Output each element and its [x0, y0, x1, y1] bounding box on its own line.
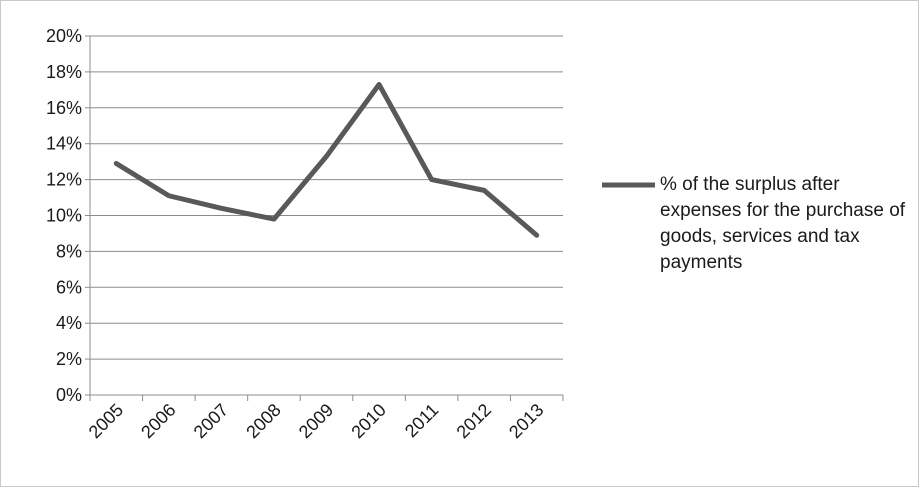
- x-tick-labels: 2005 2006 2007 2008 2009 2010 2011 2012 2013: [85, 400, 548, 442]
- y-tick-label: 14%: [46, 134, 82, 154]
- y-tick-label: 10%: [46, 206, 82, 226]
- x-tick-label: 2013: [505, 400, 547, 442]
- x-tick-label: 2010: [347, 400, 389, 442]
- axes: [85, 35, 564, 401]
- x-tick-label: 2008: [242, 400, 284, 442]
- gridlines: [90, 35, 563, 360]
- legend-label: % of the surplus after expenses for the …: [660, 174, 906, 273]
- y-tick-label: 4%: [56, 313, 82, 333]
- y-tick-label: 20%: [46, 26, 82, 46]
- x-tick-label: 2005: [85, 400, 127, 442]
- y-tick-label: 18%: [46, 62, 82, 82]
- y-tick-label: 2%: [56, 349, 82, 369]
- y-tick-label: 8%: [56, 241, 82, 261]
- y-tick-label: 12%: [46, 170, 82, 190]
- y-tick-label: 0%: [56, 385, 82, 405]
- y-tick-labels: 0% 2% 4% 6% 8% 10% 12% 14% 16% 18% 20%: [46, 26, 82, 405]
- y-tick-label: 16%: [46, 98, 82, 118]
- series-lines: [113, 81, 540, 238]
- x-tick-label: 2009: [295, 400, 337, 442]
- x-tick-label: 2011: [401, 400, 443, 442]
- x-tick-label: 2012: [453, 400, 495, 442]
- y-tick-label: 6%: [56, 277, 82, 297]
- x-tick-label: 2007: [190, 400, 232, 442]
- x-tick-label: 2006: [137, 400, 179, 442]
- series-line: [113, 81, 540, 238]
